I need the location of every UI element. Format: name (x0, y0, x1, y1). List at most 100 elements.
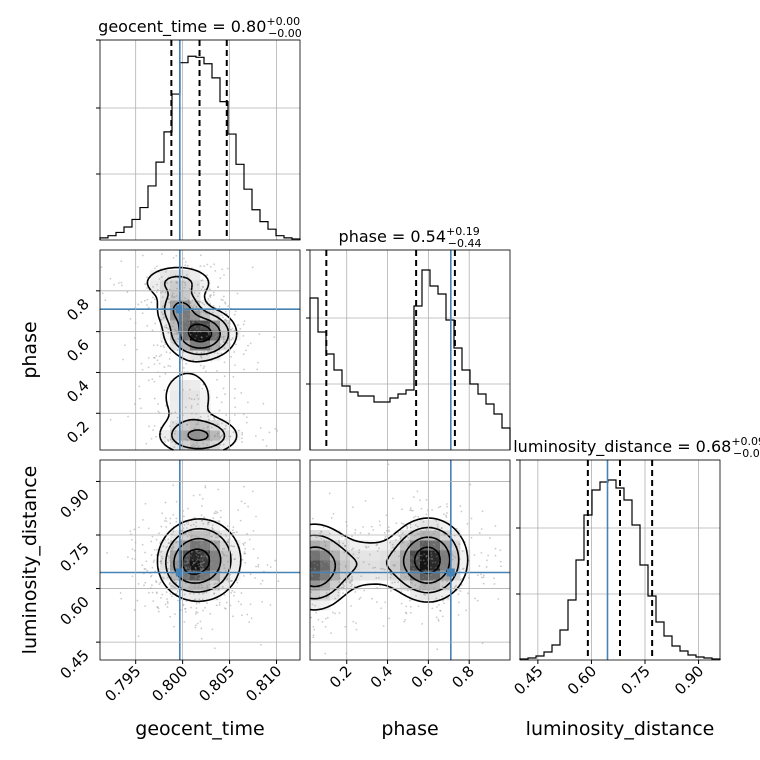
density-cell (200, 310, 211, 321)
sample-point (204, 606, 206, 609)
sample-point (441, 550, 444, 553)
sample-point (158, 553, 161, 556)
sample-point (184, 607, 186, 610)
truth-marker (446, 568, 455, 577)
sample-point (218, 344, 221, 347)
sample-point (224, 393, 226, 396)
sample-point (183, 620, 186, 623)
sample-point (274, 427, 277, 430)
density-cell (230, 330, 241, 341)
sample-point (187, 298, 190, 301)
density-cell (230, 550, 241, 561)
sample-point (195, 334, 198, 337)
sample-point (168, 301, 171, 304)
sample-point (146, 287, 149, 289)
sample-point (441, 567, 444, 569)
sample-point (223, 564, 225, 566)
sample-point (177, 338, 180, 340)
sample-point (198, 577, 201, 580)
sample-point (135, 348, 138, 351)
sample-point (177, 599, 179, 602)
sample-point (174, 432, 176, 435)
sample-point (217, 579, 220, 582)
sample-point (405, 525, 408, 528)
sample-point (192, 579, 195, 581)
sample-point (405, 605, 408, 608)
sample-point (436, 525, 439, 528)
sample-point (362, 561, 365, 564)
sample-point (421, 622, 424, 625)
sample-point (224, 301, 226, 304)
density-cell (220, 330, 231, 341)
sample-point (312, 634, 315, 637)
sample-point (163, 346, 166, 349)
sample-point (425, 554, 428, 557)
sample-point (195, 550, 198, 553)
sample-point (274, 559, 277, 562)
sample-point (144, 568, 147, 570)
sample-point (211, 628, 214, 631)
sample-point (207, 343, 209, 345)
sample-point (185, 579, 188, 581)
sample-point (187, 544, 190, 547)
sample-point (186, 535, 189, 538)
sample-point (334, 597, 337, 600)
sample-point (232, 375, 235, 378)
sample-point (277, 580, 280, 583)
sample-point (195, 545, 198, 548)
sample-point (227, 538, 230, 541)
sample-point (185, 327, 188, 329)
sample-point (214, 336, 217, 338)
sample-point (433, 543, 436, 546)
sample-point (189, 592, 191, 595)
sample-point (344, 566, 347, 568)
sample-point (240, 603, 242, 606)
sample-point (387, 529, 390, 532)
sample-point (233, 558, 236, 561)
sample-point (189, 546, 192, 549)
sample-point (497, 598, 500, 600)
histogram-luminosity_distance (519, 479, 721, 660)
sample-point (435, 616, 438, 619)
sample-point (151, 378, 154, 381)
sample-point (218, 540, 221, 543)
sample-point (212, 547, 214, 550)
sample-point (190, 551, 193, 554)
sample-point (133, 528, 136, 531)
sample-point (422, 559, 425, 562)
sample-point (404, 618, 407, 621)
sample-point (384, 535, 387, 538)
sample-point (222, 387, 225, 390)
sample-point (176, 340, 179, 343)
density-cell (370, 560, 381, 571)
sample-point (262, 402, 265, 405)
sample-point (423, 593, 426, 595)
density-cell (160, 320, 171, 331)
sample-point (214, 434, 217, 437)
density-cell (460, 560, 471, 571)
sample-point (323, 580, 326, 583)
sample-point (152, 600, 155, 602)
sample-point (324, 617, 327, 620)
sample-point (313, 568, 316, 571)
sample-point (477, 574, 479, 577)
sample-point (156, 344, 159, 347)
sample-point (174, 329, 177, 332)
sample-point (208, 521, 210, 524)
sample-point (172, 300, 175, 303)
sample-point (183, 524, 186, 526)
sample-point (440, 527, 443, 529)
sample-point (158, 532, 160, 535)
sample-point (164, 343, 167, 345)
density-cell (200, 570, 211, 581)
sample-point (460, 510, 463, 513)
sample-point (189, 341, 191, 344)
sample-point (461, 550, 464, 552)
sample-point (189, 569, 192, 572)
density-cell (430, 560, 441, 571)
density-cell (310, 560, 321, 571)
density-cell (310, 600, 321, 611)
sample-point (241, 433, 244, 436)
sample-point (422, 576, 425, 579)
sample-point (344, 625, 347, 628)
